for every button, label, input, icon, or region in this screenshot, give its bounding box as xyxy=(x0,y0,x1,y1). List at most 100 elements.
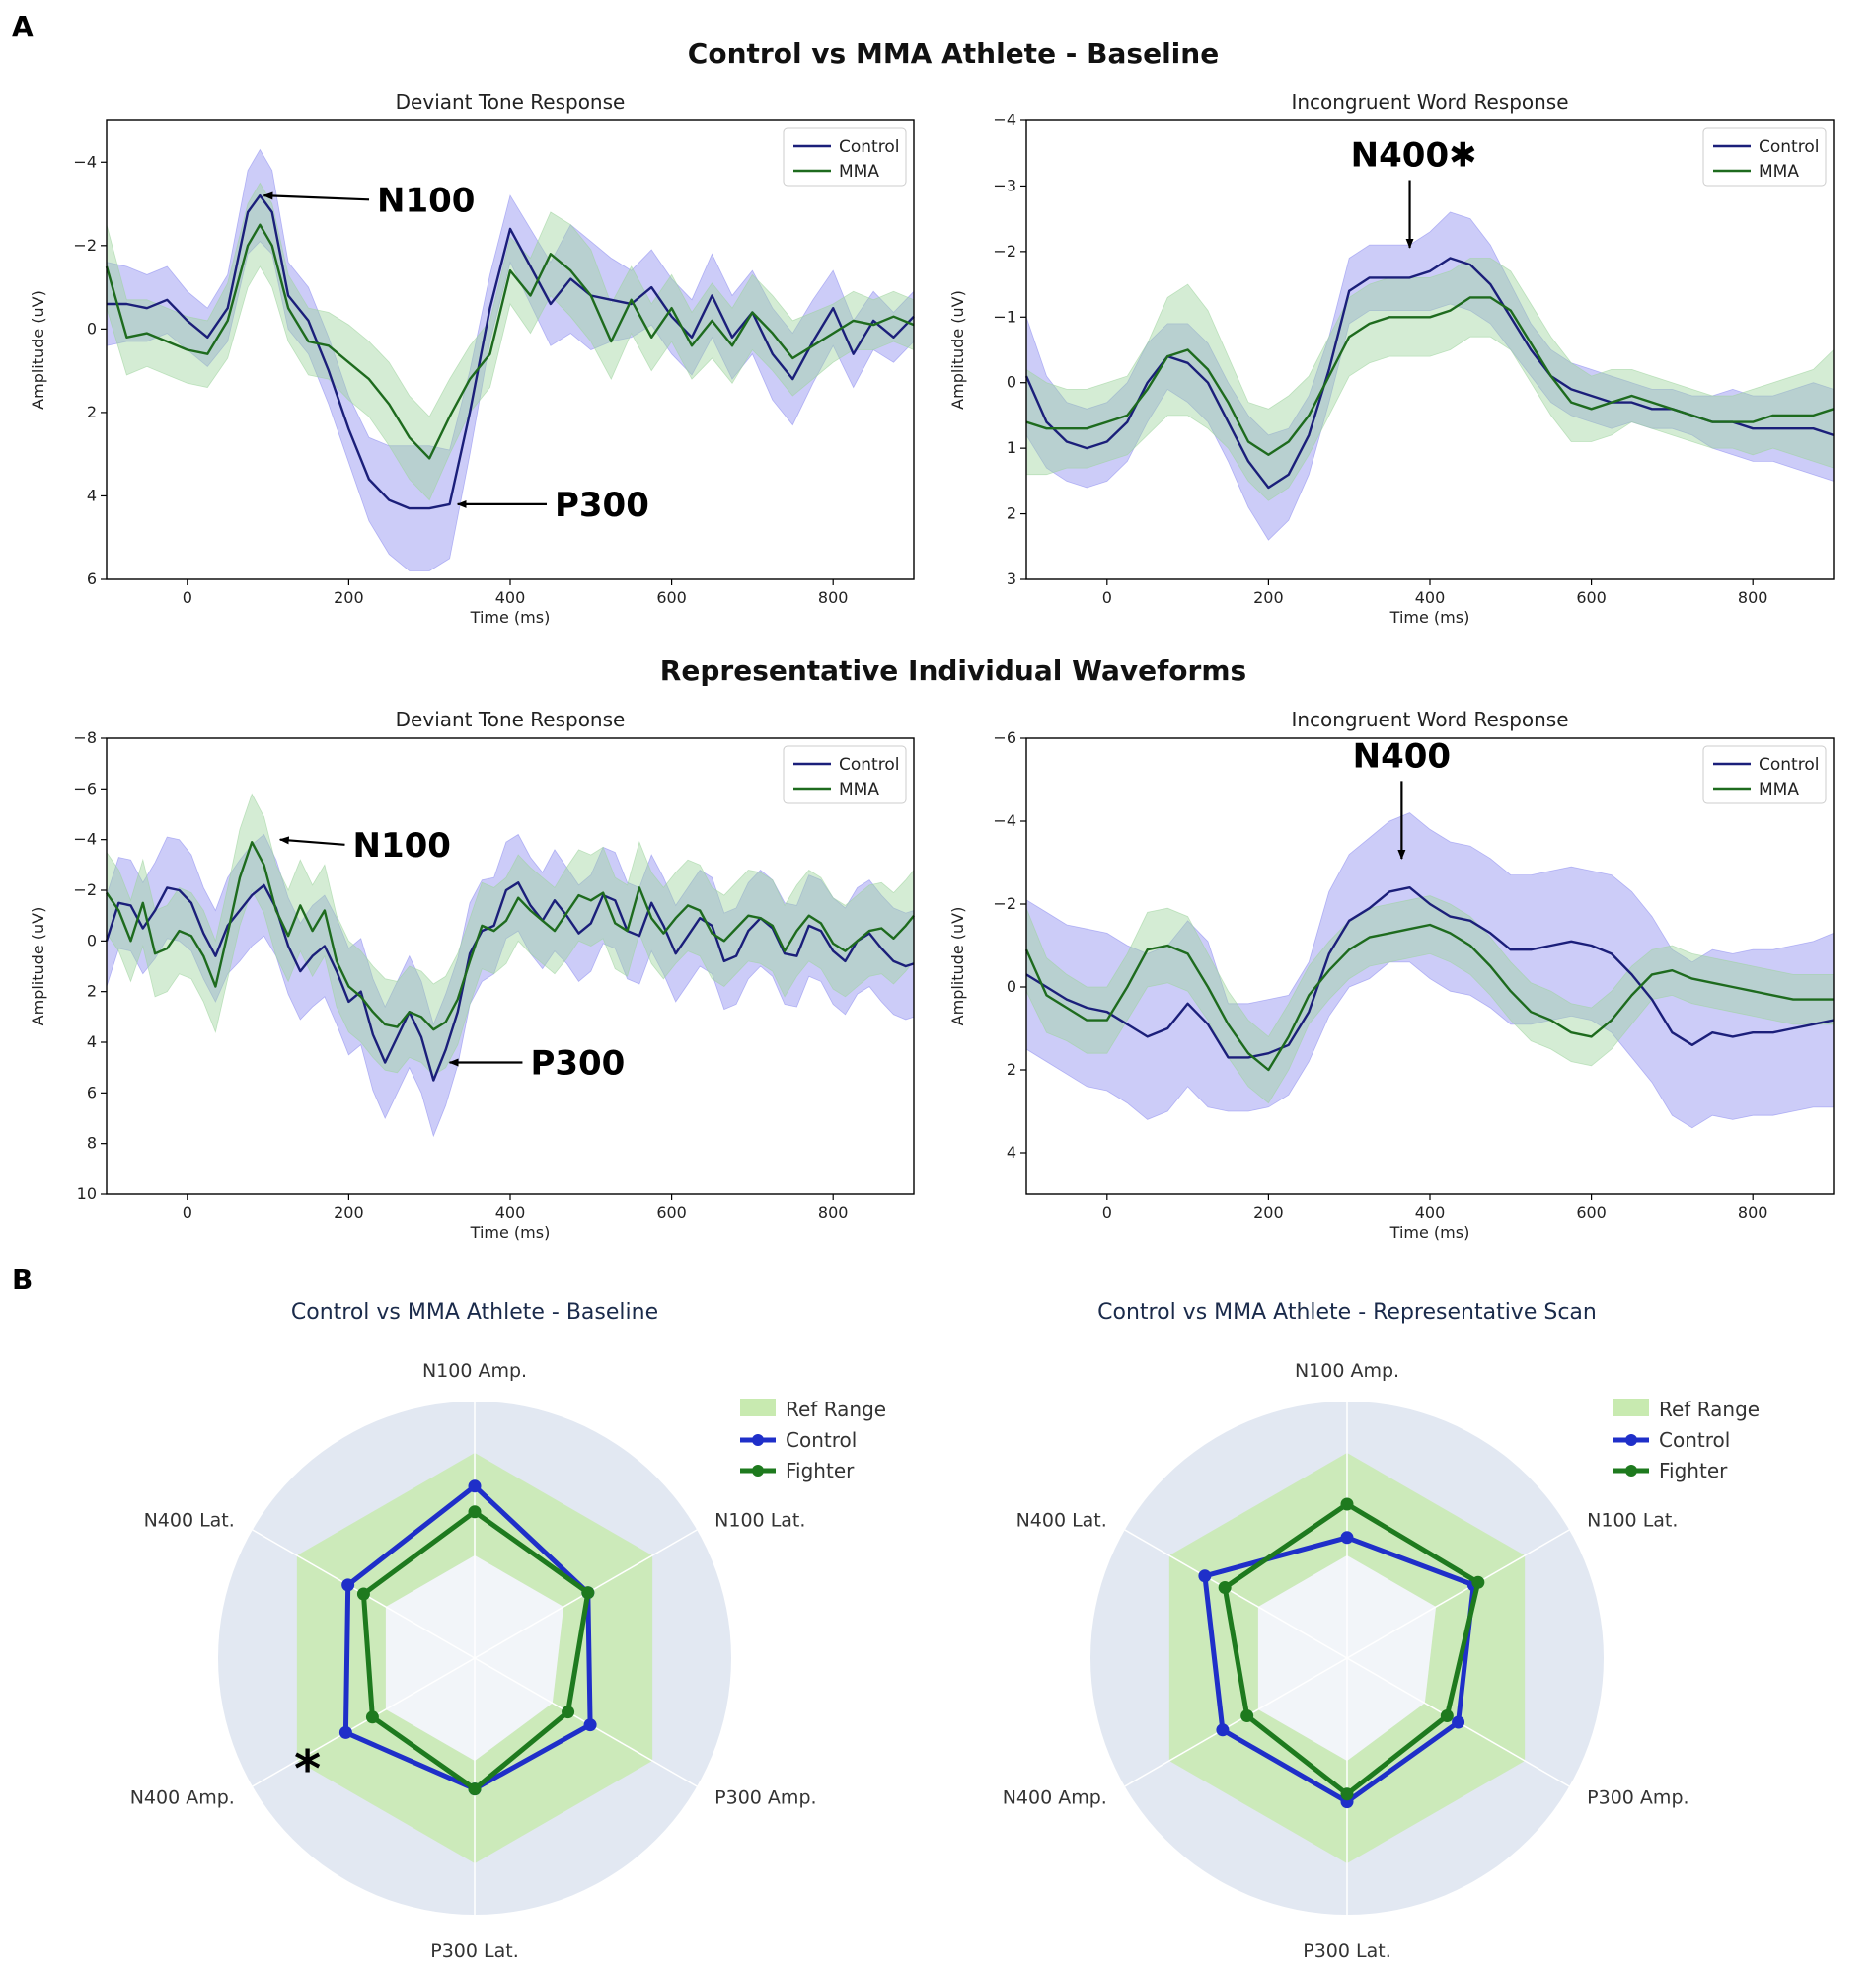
y-tick-label: 2 xyxy=(1007,504,1016,523)
y-tick-label: −4 xyxy=(73,152,97,171)
radar-title: Control vs MMA Athlete - Baseline xyxy=(291,1300,658,1325)
radar-point-fighter xyxy=(1440,1709,1454,1722)
y-tick-label: 6 xyxy=(87,1083,97,1101)
x-tick-label: 200 xyxy=(334,588,364,607)
y-tick-label: −2 xyxy=(73,880,97,899)
series-line-mma xyxy=(105,223,915,460)
y-tick-label: −4 xyxy=(993,811,1016,830)
radar-point-control xyxy=(468,1479,482,1493)
y-tick-label: −2 xyxy=(993,894,1016,913)
y-tick-label: 0 xyxy=(87,931,97,949)
radar-legend-label-control: Control xyxy=(786,1428,857,1452)
y-tick-label: 4 xyxy=(1007,1143,1016,1162)
x-tick-label: 0 xyxy=(183,588,192,607)
radar-point-fighter xyxy=(1471,1575,1485,1589)
radar-axis-label: N100 Lat. xyxy=(714,1510,805,1532)
annotation-label: P300 xyxy=(530,1044,625,1084)
radar-axis-label: N100 Amp. xyxy=(422,1360,527,1382)
radar-point-fighter xyxy=(581,1586,595,1600)
y-tick-label: 0 xyxy=(1007,977,1016,996)
y-tick-label: −2 xyxy=(73,236,97,255)
radar-chart-representative: Control vs MMA Athlete - Representative … xyxy=(1003,1300,1760,1962)
radar-spoke xyxy=(1346,1529,1570,1659)
radar-point-fighter xyxy=(468,1505,482,1519)
chart-incongruent-word-baseline: Incongruent Word Response 0 200 400 600 800 −4… xyxy=(948,90,1835,627)
radar-spoke xyxy=(1124,1657,1348,1787)
annotation-label: N100 xyxy=(377,181,475,220)
legend-label-mma: MMA xyxy=(1759,780,1799,799)
x-tick-label: 200 xyxy=(334,1203,364,1222)
y-tick-label: 0 xyxy=(1007,373,1016,392)
y-tick-label: 0 xyxy=(87,319,97,338)
x-axis-label: Time (ms) xyxy=(1389,608,1470,627)
y-tick-label: −4 xyxy=(993,111,1016,129)
radar-point-fighter xyxy=(468,1782,482,1796)
radar-chart-baseline: Control vs MMA Athlete - Baseline N100 Am… xyxy=(130,1300,886,1962)
x-tick-label: 600 xyxy=(656,1203,687,1222)
legend-label-mma: MMA xyxy=(839,780,879,799)
radar-legend-swatch-ref xyxy=(1613,1399,1649,1416)
annotation-label: P300 xyxy=(555,486,649,525)
section-title-individual: Representative Individual Waveforms xyxy=(660,654,1246,687)
radar-axis-label: P300 Amp. xyxy=(714,1786,816,1808)
x-axis-label: Time (ms) xyxy=(470,608,551,627)
y-tick-label: −4 xyxy=(73,830,97,849)
radar-axis-label: N400 Lat. xyxy=(1016,1510,1107,1532)
y-axis-label: Amplitude (uV) xyxy=(948,907,967,1026)
chart-incongruent-word-individual: Incongruent Word Response 0 200 400 600 800 −6… xyxy=(948,708,1835,1242)
radar-axis-label: N400 Lat. xyxy=(144,1510,235,1532)
radar-axis-label: N100 Lat. xyxy=(1587,1510,1678,1532)
y-tick-label: 8 xyxy=(87,1134,97,1153)
series-line-mma xyxy=(106,841,915,1031)
radar-point-control xyxy=(583,1718,597,1732)
radar-axis-label: N100 Amp. xyxy=(1295,1360,1399,1382)
y-tick-label: 2 xyxy=(87,982,97,1001)
radar-legend-label-fighter: Fighter xyxy=(1659,1459,1728,1482)
radar-title: Control vs MMA Athlete - Representative … xyxy=(1097,1300,1597,1325)
radar-axis-label: P300 Amp. xyxy=(1587,1786,1688,1808)
x-tick-label: 400 xyxy=(495,588,526,607)
radar-spoke xyxy=(1124,1529,1348,1659)
series-line-control xyxy=(107,193,915,510)
radar-point-fighter xyxy=(356,1587,370,1601)
chart-title: Incongruent Word Response xyxy=(1291,90,1568,114)
x-tick-label: 400 xyxy=(1415,1203,1446,1222)
confidence-band-mma xyxy=(1025,258,1835,501)
y-tick-label: 2 xyxy=(87,403,97,421)
x-tick-label: 800 xyxy=(818,1203,849,1222)
x-tick-label: 0 xyxy=(183,1203,192,1222)
radar-legend-marker xyxy=(752,1434,764,1446)
panel-label-b: B xyxy=(12,1263,33,1296)
x-tick-label: 0 xyxy=(1102,1203,1112,1222)
legend-label-mma: MMA xyxy=(1759,162,1799,182)
y-tick-label: 2 xyxy=(1007,1060,1016,1079)
radar-point-fighter xyxy=(365,1710,379,1724)
y-axis-label: Amplitude (uV) xyxy=(948,290,967,410)
radar-point-control xyxy=(1340,1531,1354,1545)
radar-point-fighter xyxy=(1218,1581,1232,1594)
x-axis-label: Time (ms) xyxy=(470,1223,551,1242)
y-tick-label: 1 xyxy=(1007,438,1016,457)
radar-legend-label-control: Control xyxy=(1659,1428,1730,1452)
chart-deviant-tone-baseline: Deviant Tone Response 0 200 400 600 800 −4 −2 0 2… xyxy=(29,90,915,627)
panel-label-a: A xyxy=(12,10,34,42)
y-tick-label: 4 xyxy=(87,486,97,504)
radar-legend-label-ref-range: Ref Range xyxy=(786,1398,886,1421)
radar-axis-label: N400 Amp. xyxy=(1003,1786,1107,1808)
y-tick-label: −3 xyxy=(993,176,1016,194)
y-tick-label: 10 xyxy=(77,1184,97,1203)
series-line-mma xyxy=(1025,296,1835,456)
radar-point-fighter xyxy=(562,1706,575,1719)
radar-legend-label-fighter: Fighter xyxy=(786,1459,855,1482)
y-tick-label: −6 xyxy=(993,728,1016,747)
radar-point-control xyxy=(341,1578,355,1592)
radar-point-control xyxy=(1198,1569,1212,1583)
x-tick-label: 400 xyxy=(1415,588,1446,607)
chart-title: Incongruent Word Response xyxy=(1291,708,1568,731)
annotation-arrow xyxy=(263,191,370,201)
y-tick-label: −2 xyxy=(993,242,1016,261)
radar-legend-label-ref-range: Ref Range xyxy=(1659,1398,1760,1421)
section-title-baseline: Control vs MMA Athlete - Baseline xyxy=(688,38,1219,70)
x-tick-label: 600 xyxy=(656,588,687,607)
